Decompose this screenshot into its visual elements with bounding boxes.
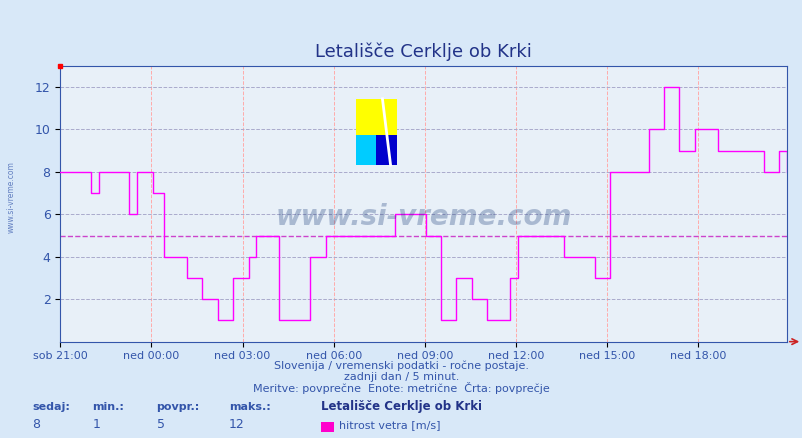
Text: www.si-vreme.com: www.si-vreme.com [275, 204, 571, 231]
Text: 12: 12 [229, 418, 245, 431]
Text: maks.:: maks.: [229, 403, 270, 413]
Text: hitrost vetra [m/s]: hitrost vetra [m/s] [338, 420, 439, 431]
Text: www.si-vreme.com: www.si-vreme.com [6, 161, 15, 233]
Text: min.:: min.: [92, 403, 124, 413]
Text: povpr.:: povpr.: [156, 403, 200, 413]
Title: Letališče Cerklje ob Krki: Letališče Cerklje ob Krki [314, 43, 532, 61]
Text: 1: 1 [92, 418, 100, 431]
Text: sedaj:: sedaj: [32, 403, 70, 413]
Bar [376, 135, 396, 165]
Text: Meritve: povprečne  Enote: metrične  Črta: povprečje: Meritve: povprečne Enote: metrične Črta:… [253, 381, 549, 394]
Text: Letališče Cerklje ob Krki: Letališče Cerklje ob Krki [321, 400, 481, 413]
Text: 5: 5 [156, 418, 164, 431]
Text: Slovenija / vremenski podatki - ročne postaje.: Slovenija / vremenski podatki - ročne po… [273, 360, 529, 371]
Bar [355, 99, 396, 135]
Text: 8: 8 [32, 418, 40, 431]
Bar [355, 135, 376, 165]
Text: zadnji dan / 5 minut.: zadnji dan / 5 minut. [343, 372, 459, 382]
